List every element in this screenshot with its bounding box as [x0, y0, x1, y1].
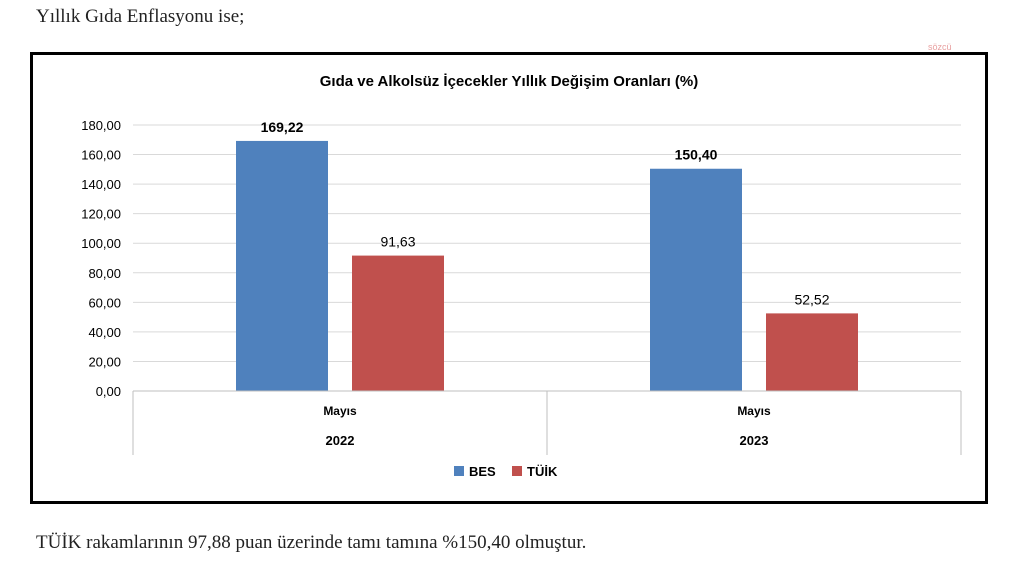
outro-text: TÜİK rakamlarının 97,88 puan üzerinde ta…: [36, 532, 587, 553]
intro-text: Yıllık Gıda Enflasyonu ise;: [36, 6, 245, 27]
data-label: 169,22: [261, 119, 304, 135]
legend-label: TÜİK: [527, 464, 558, 479]
legend-swatch-bes: [454, 466, 464, 476]
x-category-month: Mayıs: [323, 404, 357, 418]
y-tick-label: 180,00: [81, 118, 121, 133]
bar-tüi̇k-2023: [766, 313, 858, 391]
y-tick-label: 20,00: [88, 354, 121, 369]
x-category-year: 2022: [326, 433, 355, 448]
legend-label: BES: [469, 464, 496, 479]
y-tick-label: 0,00: [96, 384, 121, 399]
y-tick-label: 100,00: [81, 236, 121, 251]
y-tick-label: 120,00: [81, 207, 121, 222]
y-tick-label: 60,00: [88, 295, 121, 310]
data-label: 52,52: [794, 291, 829, 307]
y-tick-label: 80,00: [88, 266, 121, 281]
bar-chart: Gıda ve Alkolsüz İçecekler Yıllık Değişi…: [81, 73, 962, 479]
y-tick-label: 40,00: [88, 325, 121, 340]
chart-frame: Gıda ve Alkolsüz İçecekler Yıllık Değişi…: [30, 52, 988, 504]
data-label: 150,40: [675, 147, 718, 163]
y-tick-label: 140,00: [81, 177, 121, 192]
chart-title: Gıda ve Alkolsüz İçecekler Yıllık Değişi…: [320, 73, 699, 90]
data-label: 91,63: [380, 234, 415, 250]
x-category-month: Mayıs: [737, 404, 771, 418]
y-tick-label: 160,00: [81, 148, 121, 163]
bar-bes-2023: [650, 168, 742, 391]
bar-tüi̇k-2022: [352, 255, 444, 391]
bar-bes-2022: [236, 140, 328, 391]
legend-swatch-tüi̇k: [512, 466, 522, 476]
watermark: sözcü: [928, 42, 952, 52]
x-category-year: 2023: [740, 433, 769, 448]
